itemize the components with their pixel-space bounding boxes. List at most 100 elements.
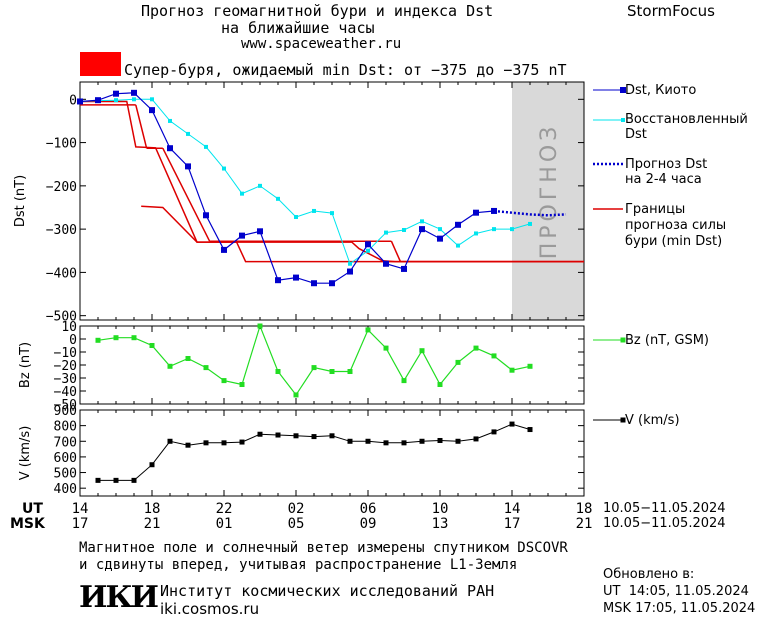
bz-point <box>257 323 263 329</box>
dst-kyoto-point <box>329 280 335 287</box>
ut-tick-label: 18 <box>576 501 593 517</box>
dst-restored-point <box>348 261 352 266</box>
legend-bz: Bz (nT, GSM) <box>625 333 710 348</box>
v-point <box>149 462 155 468</box>
v-point <box>221 440 227 446</box>
bz-point <box>527 363 533 369</box>
v-point <box>239 439 245 445</box>
legend-dst-kyoto: Dst, Киото <box>625 83 697 98</box>
dst-restored-point <box>456 243 460 248</box>
dst-kyoto-point <box>491 207 497 214</box>
y-tick-label: −40 <box>54 385 77 400</box>
dst-restored-point <box>330 211 334 216</box>
bz-point <box>437 382 443 387</box>
dst-restored-point <box>474 231 478 236</box>
v-point <box>473 436 479 442</box>
dst-kyoto-point <box>275 277 281 284</box>
bz-point <box>149 343 155 348</box>
dst-kyoto-point <box>473 209 479 216</box>
forecast-band <box>512 82 584 320</box>
legend-dst-restored-2: Dst <box>625 127 647 142</box>
dst-kyoto-point <box>95 97 101 104</box>
dst-restored-point <box>492 227 496 232</box>
bz-point <box>275 369 281 374</box>
chart-title-line2: на ближайшие часы <box>221 19 375 37</box>
v-point <box>257 431 263 437</box>
storm-level-label: Супер-буря, ожидаемый min Dst: от −375 д… <box>124 61 567 79</box>
msk-tick-label: 17 <box>72 516 89 532</box>
updated-msk: MSK 17:05, 11.05.2024 <box>603 601 756 616</box>
dst-restored-point <box>312 208 316 213</box>
dst-restored-point <box>258 183 262 188</box>
v-point <box>509 421 515 427</box>
bz-point <box>203 365 209 371</box>
dst-restored-point <box>114 98 118 103</box>
dst-kyoto-point <box>167 145 173 152</box>
panel-frame-2 <box>79 409 585 497</box>
footer-note-2: и сдвинуты вперед, учитывая распростране… <box>79 557 518 573</box>
ut-date-range: 10.05−11.05.2024 <box>603 501 726 516</box>
bz-point <box>491 353 497 359</box>
v-point <box>113 477 119 483</box>
bz-point <box>239 382 245 387</box>
legend-dst-forecast-1: Прогноз Dst <box>625 157 708 172</box>
ut-tick-label: 02 <box>288 501 305 517</box>
bz-point <box>401 378 407 384</box>
ut-tick-label: 06 <box>360 501 377 517</box>
v-point <box>203 440 209 446</box>
v-point <box>365 438 371 444</box>
dst-kyoto-point <box>401 265 407 272</box>
ut-label: UT <box>22 501 43 517</box>
dst-restored-point <box>402 227 406 232</box>
bounds-line <box>135 104 148 149</box>
msk-tick-label: 21 <box>576 516 593 532</box>
dst-restored-point <box>528 221 532 226</box>
bounds-line <box>162 147 211 242</box>
v-point <box>527 427 533 433</box>
dst-kyoto-point <box>257 228 263 235</box>
y-tick-label: −10 <box>54 346 77 361</box>
bz-point <box>131 335 137 341</box>
dst-restored-point <box>186 131 190 136</box>
legend-dst-restored-glyph-marker <box>621 118 625 122</box>
panel-frame-1 <box>79 325 585 405</box>
institute-name: Институт космических исследований РАН <box>160 582 495 600</box>
msk-tick-label: 09 <box>360 516 377 532</box>
legend-dst-kyoto-glyph-marker <box>620 87 626 93</box>
msk-tick-label: 05 <box>288 516 305 532</box>
y-tick-label: −200 <box>46 180 77 195</box>
v-point <box>455 438 461 444</box>
dst-forecast-line <box>493 209 567 217</box>
v-line <box>98 423 531 481</box>
bz-point <box>221 378 227 384</box>
dst-kyoto-point <box>149 107 155 114</box>
ut-tick-label: 14 <box>72 501 89 517</box>
bz-point <box>329 369 335 374</box>
iki-logo: ИКИ <box>79 580 159 615</box>
dst-restored-point <box>204 144 208 149</box>
dst-restored-line <box>79 98 531 265</box>
bz-point <box>509 367 515 373</box>
v-point <box>275 432 281 438</box>
y-tick-label: −100 <box>46 137 77 152</box>
bz-point <box>113 335 119 341</box>
v-point <box>437 437 443 443</box>
institute-site[interactable]: iki.cosmos.ru <box>160 600 260 618</box>
dst-restored-point <box>510 227 514 232</box>
legend-bounds-1: Границы <box>625 202 686 217</box>
bz-point <box>455 359 461 365</box>
dst-restored-point <box>132 97 136 102</box>
bz-point <box>293 392 299 398</box>
site-url[interactable]: www.spaceweather.ru <box>241 36 402 52</box>
dst-kyoto-point <box>185 163 191 170</box>
storm-level-swatch <box>80 52 121 76</box>
v-point <box>95 477 101 483</box>
ut-tick-label: 18 <box>144 501 161 517</box>
y-axis-label: V (km/s) <box>18 426 33 481</box>
y-tick-label: 400 <box>54 482 77 497</box>
y-tick-label: −400 <box>46 266 77 281</box>
v-point <box>293 433 299 439</box>
y-tick-label: 0 <box>69 93 77 108</box>
msk-tick-label: 17 <box>504 516 521 532</box>
